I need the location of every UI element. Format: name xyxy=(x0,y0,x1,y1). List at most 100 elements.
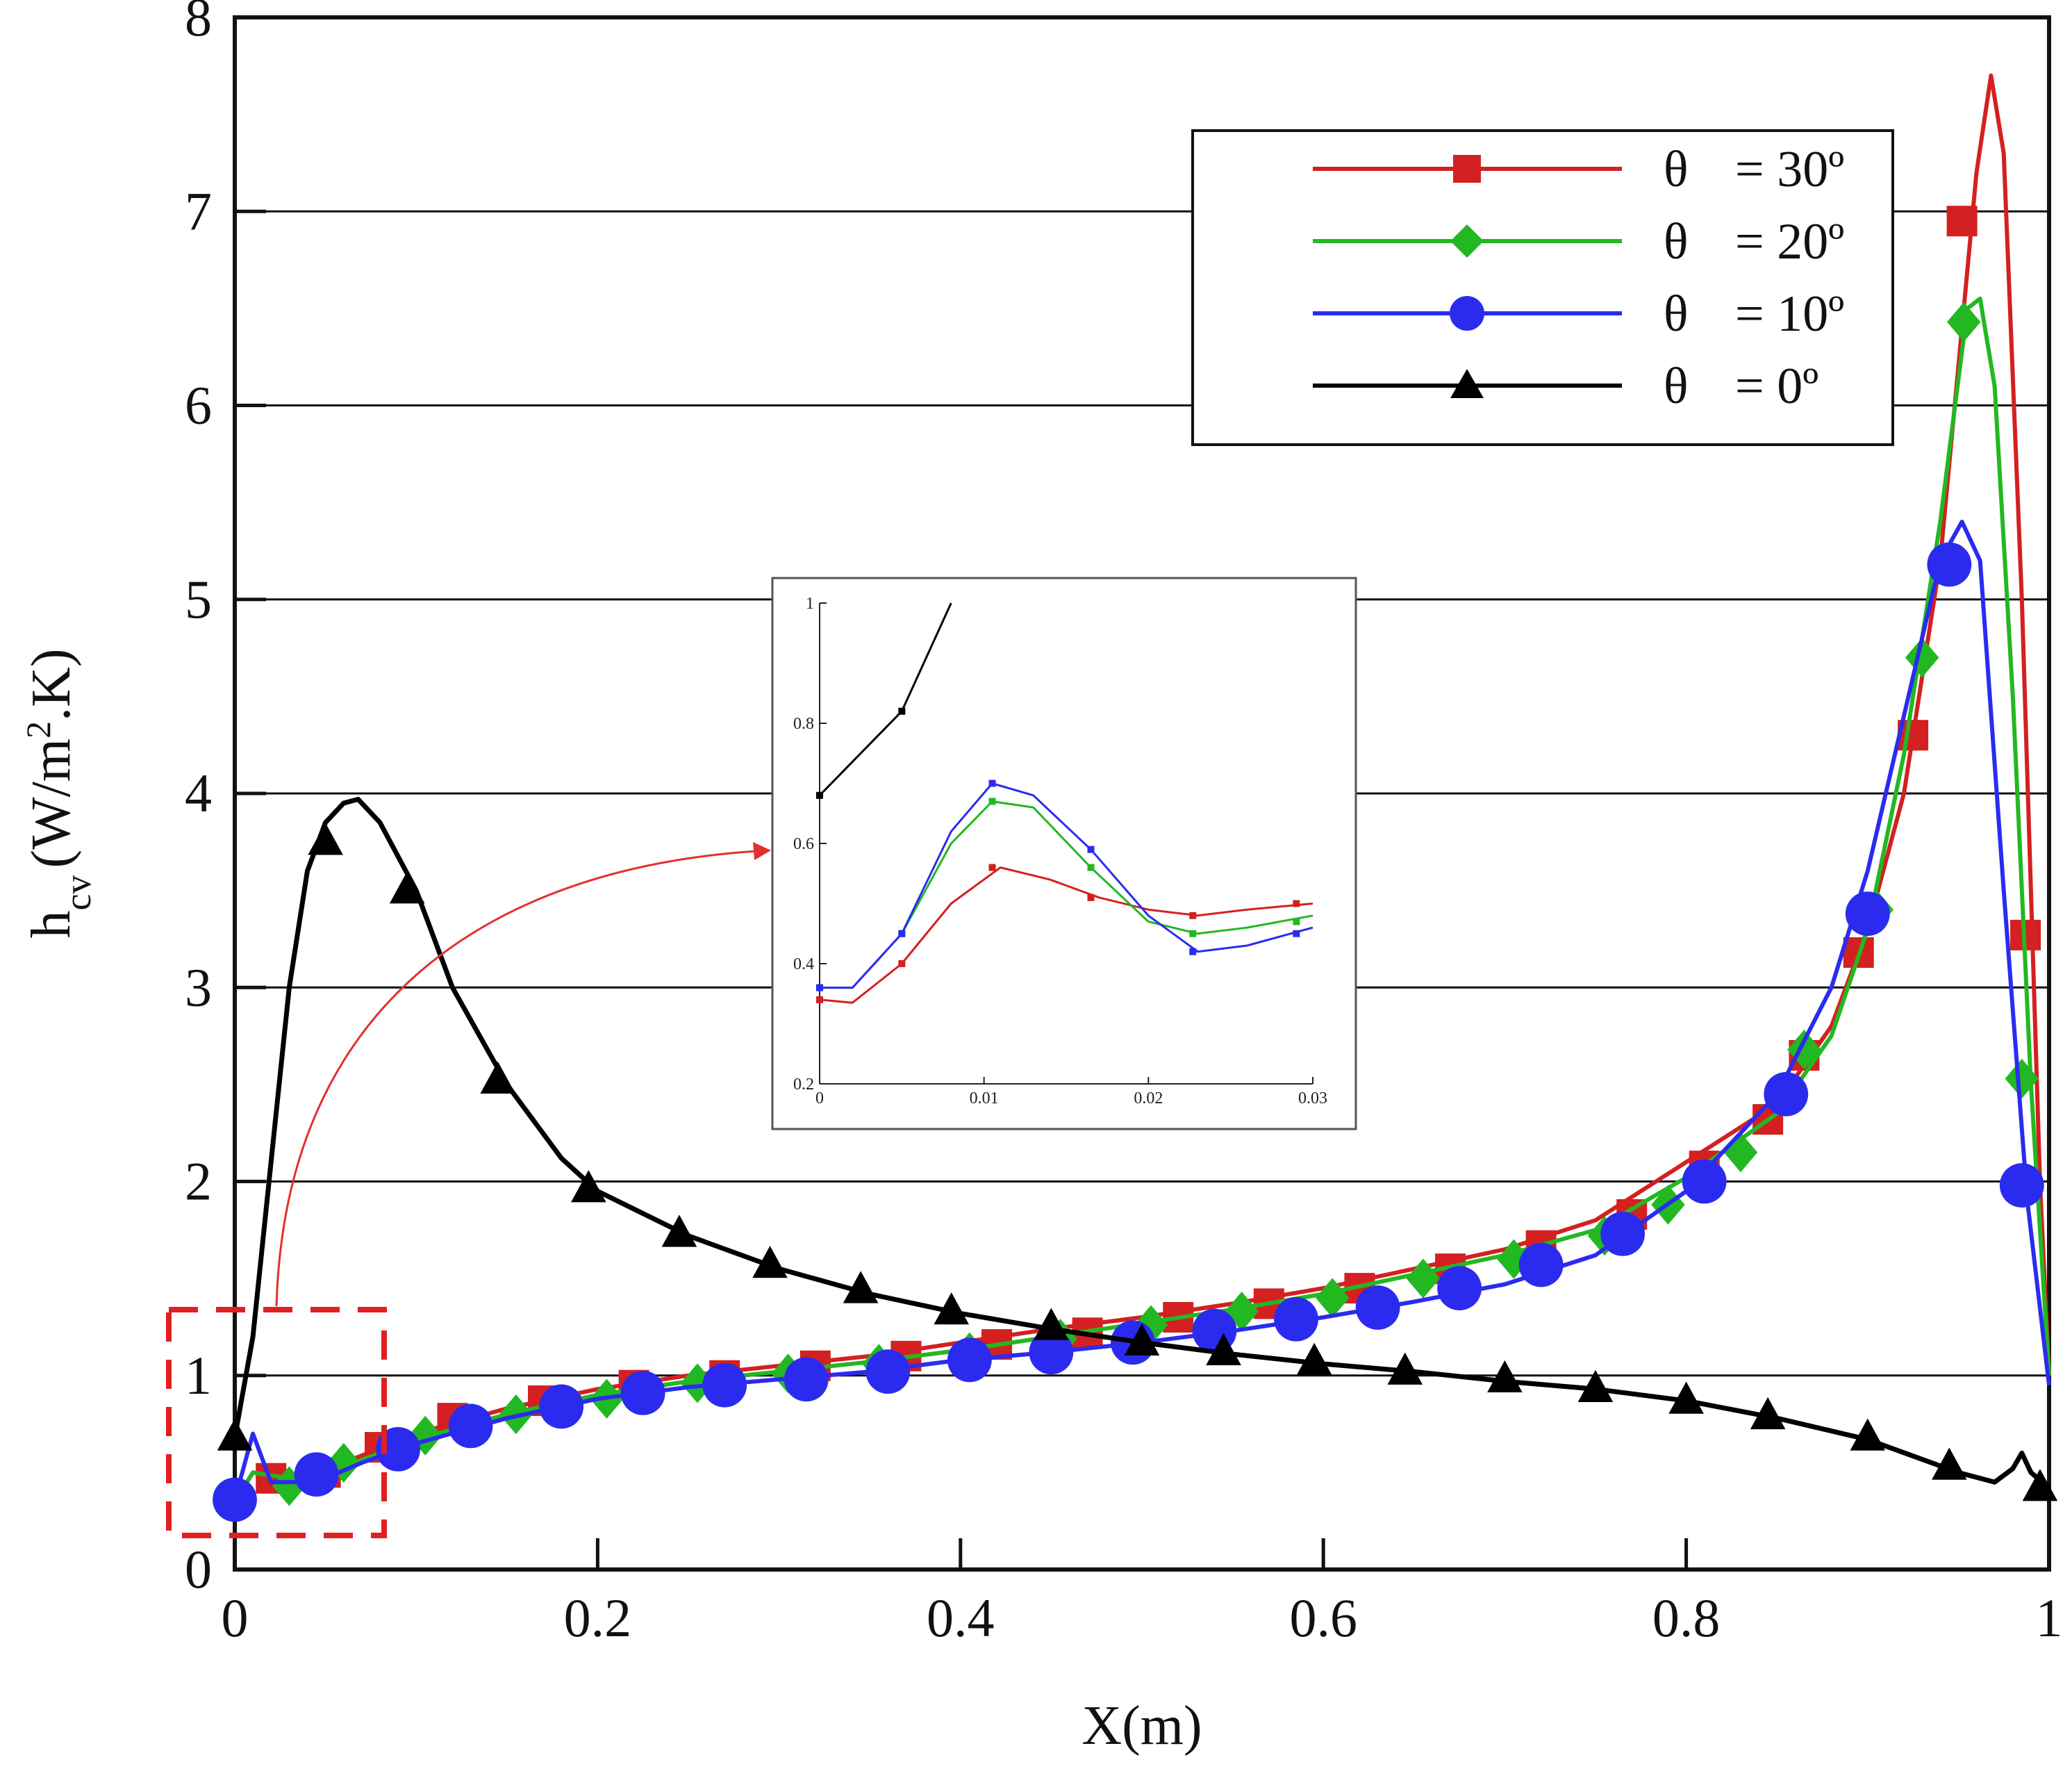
data-point-circle xyxy=(947,1337,992,1383)
svg-text:hcv(W/m2.K): hcv(W/m2.K) xyxy=(19,649,99,939)
data-point-diamond xyxy=(1406,1258,1441,1299)
legend-symbol-theta: θ xyxy=(1664,286,1688,343)
inset-x-tick-label: 0.01 xyxy=(970,1089,999,1107)
inset-y-tick-label: 0.4 xyxy=(793,955,814,973)
inset-series-line xyxy=(820,782,1313,989)
data-point-triangle xyxy=(480,1061,516,1094)
data-point-triangle xyxy=(1577,1369,1614,1402)
data-series xyxy=(213,73,2058,1522)
inset-data-point xyxy=(898,930,906,937)
legend-label-theta-0: = 0º xyxy=(1735,358,1818,415)
legend-item-theta-10: θ = 10º xyxy=(1313,286,1844,343)
data-point-circle xyxy=(702,1362,747,1408)
data-point-diamond xyxy=(1723,1132,1758,1173)
legend-marker-circle xyxy=(1450,296,1484,331)
data-point-circle xyxy=(865,1349,911,1394)
data-point-triangle xyxy=(1034,1308,1069,1340)
legend-symbol-theta: θ xyxy=(1664,213,1688,270)
data-point-circle xyxy=(1518,1242,1564,1287)
inset-data-point xyxy=(988,780,996,787)
inset-y-tick-label: 0.6 xyxy=(793,835,814,853)
data-point-triangle xyxy=(308,823,343,855)
inset-data-point xyxy=(816,996,823,1003)
data-point-triangle xyxy=(2022,1469,2058,1501)
inset-series-10 xyxy=(816,780,1313,991)
data-point-triangle xyxy=(571,1170,606,1203)
data-point-circle xyxy=(376,1426,420,1472)
x-tick-label: 1 xyxy=(2036,1588,2063,1648)
data-point-circle xyxy=(539,1384,584,1429)
inset-data-point xyxy=(1189,948,1197,955)
inset-data-point xyxy=(898,960,906,967)
inset-series-30 xyxy=(816,864,1313,1004)
data-point-circle xyxy=(1927,542,1972,587)
zoom-arrow xyxy=(275,850,758,1307)
legend-label-theta-10: = 10º xyxy=(1735,286,1844,343)
data-point-triangle xyxy=(1850,1418,1886,1451)
inset-y-tick-label: 0.8 xyxy=(793,715,814,733)
legend-item-theta-30: θ = 30º xyxy=(1313,141,1844,198)
data-point-circle xyxy=(448,1403,493,1449)
inset-data-point xyxy=(1087,893,1095,901)
y-tick-label: 5 xyxy=(185,569,212,629)
legend-label-theta-20: = 20º xyxy=(1735,213,1844,270)
y-tick-label: 6 xyxy=(185,375,212,436)
series-line-20 xyxy=(233,296,2051,1503)
legend-marker-square xyxy=(1453,155,1481,183)
data-point-triangle xyxy=(217,1418,253,1451)
inset-data-point xyxy=(988,798,996,805)
inset-y-tick-label: 0.2 xyxy=(793,1076,814,1094)
x-axis-title: X(m) xyxy=(1081,1695,1202,1756)
y-tick-label: 4 xyxy=(185,763,212,823)
inset-data-point xyxy=(1293,930,1300,937)
inset-data-point xyxy=(1189,930,1197,937)
data-point-triangle xyxy=(1124,1323,1160,1356)
data-point-triangle xyxy=(1206,1333,1241,1365)
y-tick-label: 3 xyxy=(185,957,212,1017)
y-tick-label: 8 xyxy=(185,0,212,47)
data-point-triangle xyxy=(661,1214,697,1247)
legend-symbol-theta: θ xyxy=(1664,141,1688,198)
inset-data-point xyxy=(898,707,906,715)
inset-data-point xyxy=(1087,864,1095,871)
inset-data-point xyxy=(816,791,823,799)
inset-data-point xyxy=(988,864,996,871)
x-tick-label: 0.4 xyxy=(927,1588,995,1648)
data-point-triangle xyxy=(1668,1381,1704,1414)
inset-data-point xyxy=(1189,912,1197,919)
y-tick-label: 0 xyxy=(185,1539,212,1599)
data-point-circle xyxy=(213,1477,257,1522)
inset-x-tick-label: 0 xyxy=(815,1089,824,1107)
zoom-arrow-head xyxy=(753,842,771,860)
data-point-circle xyxy=(1682,1159,1727,1204)
data-point-triangle xyxy=(1487,1360,1523,1393)
data-point-triangle xyxy=(1387,1352,1423,1385)
data-point-diamond xyxy=(1225,1291,1259,1332)
inset-background xyxy=(771,577,1357,1130)
inset-data-point xyxy=(816,984,823,991)
x-tick-label: 0.2 xyxy=(564,1588,632,1648)
data-point-circle xyxy=(784,1357,829,1402)
y-tick-label: 2 xyxy=(185,1151,212,1212)
data-point-circle xyxy=(1274,1296,1318,1342)
data-point-diamond xyxy=(1497,1239,1531,1279)
data-point-diamond xyxy=(1316,1278,1350,1318)
data-point-circle xyxy=(1355,1285,1400,1330)
y-tick-label: 1 xyxy=(185,1345,212,1406)
inset-data-point xyxy=(1293,918,1300,925)
data-point-diamond xyxy=(2005,1058,2039,1099)
data-point-triangle xyxy=(389,871,425,904)
y-tick-label: 7 xyxy=(185,181,212,241)
series-line-0 xyxy=(232,796,2051,1490)
legend-box xyxy=(1191,129,1894,446)
data-point-circle xyxy=(294,1452,339,1497)
legend-marker-diamond xyxy=(1450,224,1484,258)
data-point-triangle xyxy=(934,1292,970,1325)
zoom-region-box xyxy=(166,1307,387,1538)
inset-series-0 xyxy=(816,602,952,799)
inset-series-line xyxy=(819,866,1313,1004)
data-point-triangle xyxy=(1296,1342,1332,1375)
inset-x-tick-label: 0.03 xyxy=(1298,1089,1327,1107)
inset-y-tick-label: 1 xyxy=(806,595,814,613)
